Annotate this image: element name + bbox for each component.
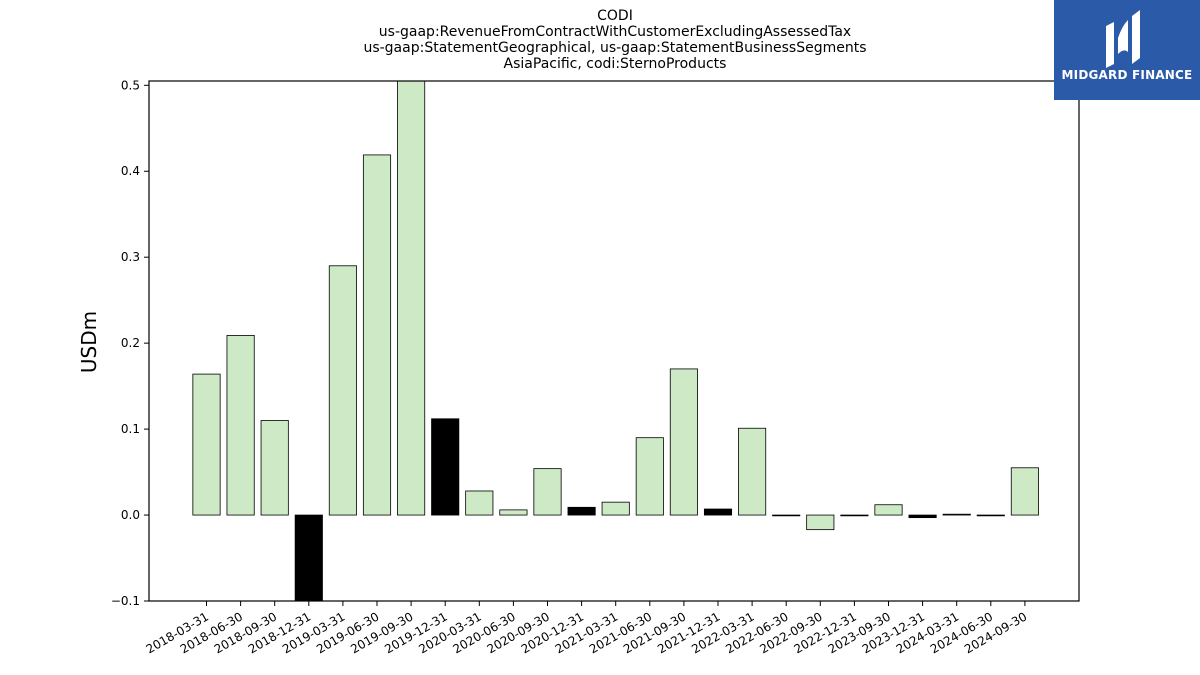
y-tick-label: 0.3 [121,250,140,264]
bar-2020-06-30 [499,509,528,516]
y-tick-label: 0.2 [121,336,140,350]
bar-2022-03-31 [738,427,767,516]
bar-2022-12-31 [840,514,869,517]
y-ticks: −0.1 0.0 0.1 0.2 0.3 0.4 0.5 [111,78,149,608]
y-axis-label: USDm [77,311,101,373]
bar-2021-09-30 [669,368,698,516]
y-tick-label: −0.1 [111,594,140,608]
bar-2021-03-31 [601,501,630,516]
bar-2020-03-31 [465,490,494,516]
bar-2024-09-30 [1010,467,1039,516]
brand-logo-text: MIDGARD FINANCE [1061,68,1193,82]
y-tick-label: 0.1 [121,422,140,436]
bar-2021-06-30 [635,437,664,516]
bar-2018-03-31 [192,373,221,516]
bar-2020-09-30 [533,468,562,516]
chart-title: CODIus-gaap:RevenueFromContractWithCusto… [363,8,866,72]
bar-2023-12-31 [908,514,937,519]
bar-2019-12-31 [431,418,460,516]
chart-title-line: CODI [597,8,633,24]
plot-frame [148,80,1080,602]
y-tick-label: 0.4 [121,164,140,178]
bar-2018-06-30 [226,335,255,516]
bar-2018-09-30 [260,420,289,516]
bar-2024-03-31 [942,513,971,516]
brand-logo: MIDGARD FINANCE [1054,0,1200,100]
bar-2023-09-30 [874,504,903,516]
chart-title-line: AsiaPacific, codi:SternoProducts [504,56,727,72]
bar-2021-12-31 [703,508,733,516]
bar-2020-12-31 [567,506,596,516]
bar-2022-06-30 [772,514,801,517]
bar-2019-09-30 [397,81,426,516]
y-tick-label: 0.0 [121,508,140,522]
bar-2022-09-30 [806,514,835,531]
y-tick-label: 0.5 [121,78,140,92]
bar-2019-06-30 [362,154,392,516]
bar-2018-12-31 [294,514,323,601]
bars-group [192,81,1039,601]
bar-2019-03-31 [328,265,357,516]
chart-title-line: us-gaap:StatementGeographical, us-gaap:S… [363,40,866,56]
logo-mark-icon [1106,10,1140,68]
x-ticks: 2018-03-312018-06-302018-09-302018-12-31… [144,601,1029,656]
axes-group [148,80,1080,602]
bar-2024-06-30 [976,514,1005,517]
chart-title-line: us-gaap:RevenueFromContractWithCustomerE… [379,24,851,40]
